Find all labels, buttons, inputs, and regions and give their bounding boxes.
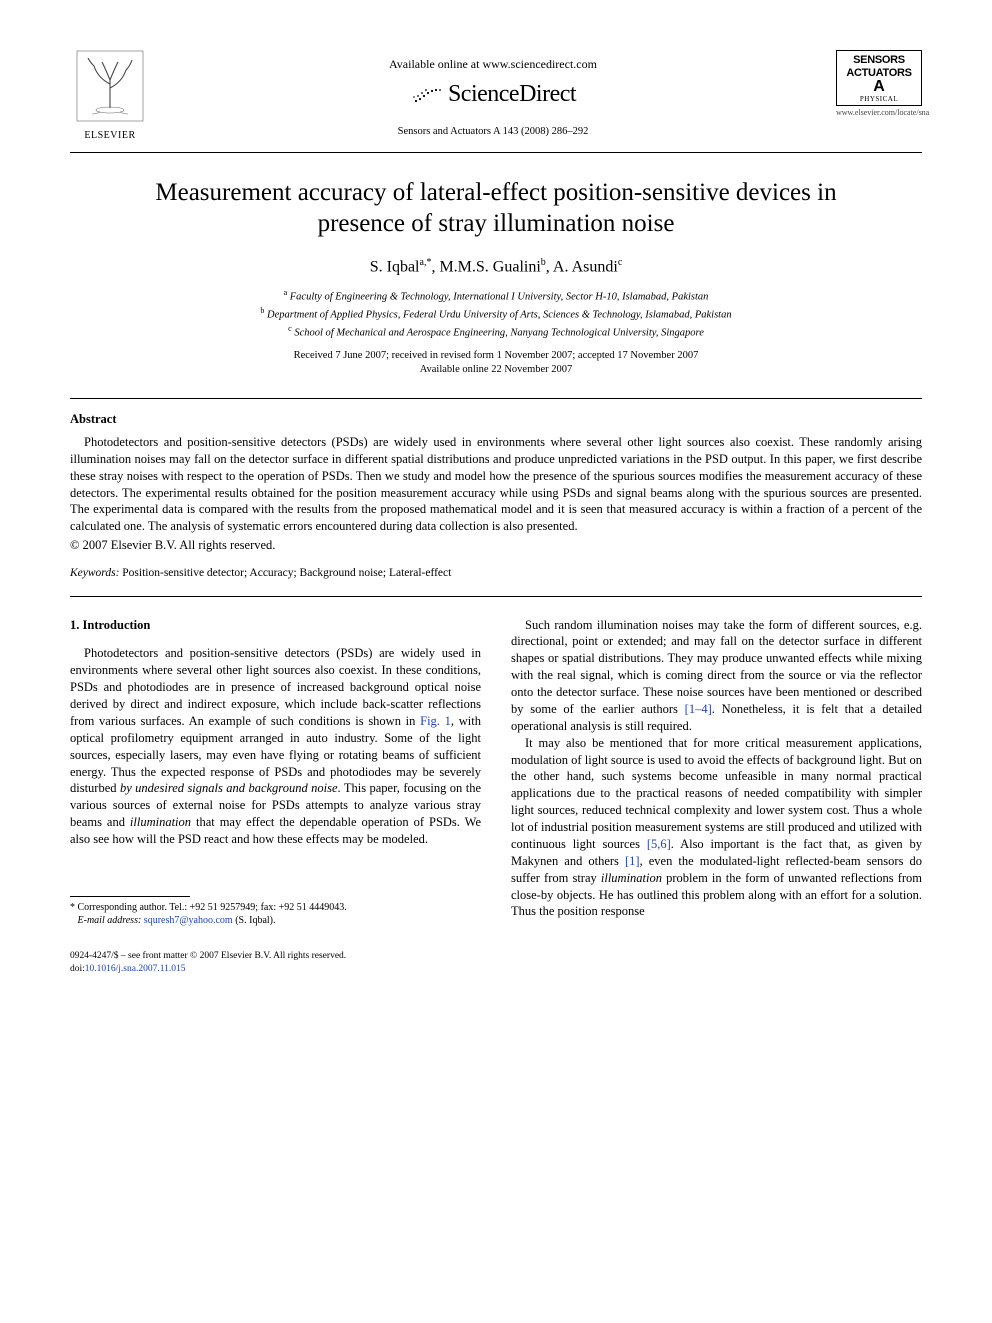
sciencedirect-text: ScienceDirect xyxy=(448,81,576,107)
badge-letter-a: A xyxy=(839,79,919,95)
keywords-label: Keywords: xyxy=(70,567,119,579)
ref-1-4-link[interactable]: [1–4] xyxy=(685,702,712,716)
intro-para-3: It may also be mentioned that for more c… xyxy=(511,735,922,921)
fig-1-link[interactable]: Fig. 1 xyxy=(420,714,451,728)
author-3-affil: c xyxy=(618,257,622,268)
abstract-heading: Abstract xyxy=(70,411,922,428)
page-footer: 0924-4247/$ – see front matter © 2007 El… xyxy=(70,950,922,976)
keywords-line: Keywords: Position-sensitive detector; A… xyxy=(70,566,922,582)
journal-url[interactable]: www.elsevier.com/locate/sna xyxy=(836,108,922,119)
abstract-copyright: © 2007 Elsevier B.V. All rights reserved… xyxy=(70,537,922,554)
footnote-separator xyxy=(70,896,190,897)
footnote-email-tail: (S. Iqbal). xyxy=(233,915,276,926)
sciencedirect-swoosh-icon xyxy=(410,86,446,106)
abstract-body: Photodetectors and position-sensitive de… xyxy=(70,434,922,535)
affil-c-text: School of Mechanical and Aerospace Engin… xyxy=(292,327,704,338)
keywords-text: Position-sensitive detector; Accuracy; B… xyxy=(119,567,451,579)
affil-a: a Faculty of Engineering & Technology, I… xyxy=(70,287,922,305)
footnote-email-label: E-mail address: xyxy=(78,915,142,926)
two-column-body: 1. Introduction Photodetectors and posit… xyxy=(70,617,922,928)
section-1-heading: 1. Introduction xyxy=(70,617,481,634)
keywords-bottom-rule xyxy=(70,596,922,597)
corresponding-author-footnote: * Corresponding author. Tel.: +92 51 925… xyxy=(70,901,481,928)
front-matter-line: 0924-4247/$ – see front matter © 2007 El… xyxy=(70,950,922,963)
p3-text-a: It may also be mentioned that for more c… xyxy=(511,736,922,851)
dates-received: Received 7 June 2007; received in revise… xyxy=(70,349,922,364)
doi-line: doi:10.1016/j.sna.2007.11.015 xyxy=(70,963,922,976)
intro-para-1: Photodetectors and position-sensitive de… xyxy=(70,645,481,848)
intro-para-2: Such random illumination noises may take… xyxy=(511,617,922,735)
header-rule xyxy=(70,152,922,153)
doi-prefix: doi: xyxy=(70,964,85,974)
p1-em-2: illumination xyxy=(130,815,191,829)
affil-c: c School of Mechanical and Aerospace Eng… xyxy=(70,323,922,341)
affiliations: a Faculty of Engineering & Technology, I… xyxy=(70,287,922,340)
badge-sensors: SENSORS xyxy=(839,54,919,67)
author-2: , M.M.S. Gualini xyxy=(431,258,540,275)
p3-em: illumination xyxy=(601,871,662,885)
ref-1-link[interactable]: [1] xyxy=(625,854,640,868)
badge-physical: PHYSICAL xyxy=(839,95,919,103)
article-dates: Received 7 June 2007; received in revise… xyxy=(70,349,922,378)
authors-line: S. Iqbala,*, M.M.S. Gualinib, A. Asundic xyxy=(70,256,922,278)
doi-link[interactable]: 10.1016/j.sna.2007.11.015 xyxy=(85,964,186,974)
footnote-email[interactable]: squresh7@yahoo.com xyxy=(141,915,232,926)
abstract-top-rule xyxy=(70,398,922,399)
right-column: Such random illumination noises may take… xyxy=(511,617,922,928)
ref-5-6-link[interactable]: [5,6] xyxy=(647,837,671,851)
affil-b-text: Department of Applied Physics, Federal U… xyxy=(264,310,731,321)
author-3: , A. Asundi xyxy=(546,258,618,275)
elsevier-tree-logo xyxy=(76,50,144,122)
publisher-name: ELSEVIER xyxy=(70,129,150,143)
footnote-text: Corresponding author. Tel.: +92 51 92579… xyxy=(75,902,347,913)
available-online-text: Available online at www.sciencedirect.co… xyxy=(150,56,836,72)
affil-a-text: Faculty of Engineering & Technology, Int… xyxy=(287,292,708,303)
center-header: Available online at www.sciencedirect.co… xyxy=(150,50,836,139)
page-header: ELSEVIER Available online at www.science… xyxy=(70,50,922,142)
sciencedirect-logo: ScienceDirect xyxy=(150,78,836,110)
affil-b: b Department of Applied Physics, Federal… xyxy=(70,305,922,323)
journal-badge: SENSORS ACTUATORS A PHYSICAL www.elsevie… xyxy=(836,50,922,119)
publisher-block: ELSEVIER xyxy=(70,50,150,142)
journal-badge-box: SENSORS ACTUATORS A PHYSICAL xyxy=(836,50,922,106)
author-1: S. Iqbal xyxy=(370,258,420,275)
dates-online: Available online 22 November 2007 xyxy=(70,363,922,378)
journal-citation: Sensors and Actuators A 143 (2008) 286–2… xyxy=(150,125,836,139)
left-column: 1. Introduction Photodetectors and posit… xyxy=(70,617,481,928)
p1-em-1: by undesired signals and background nois… xyxy=(120,781,338,795)
article-title: Measurement accuracy of lateral-effect p… xyxy=(110,177,882,240)
